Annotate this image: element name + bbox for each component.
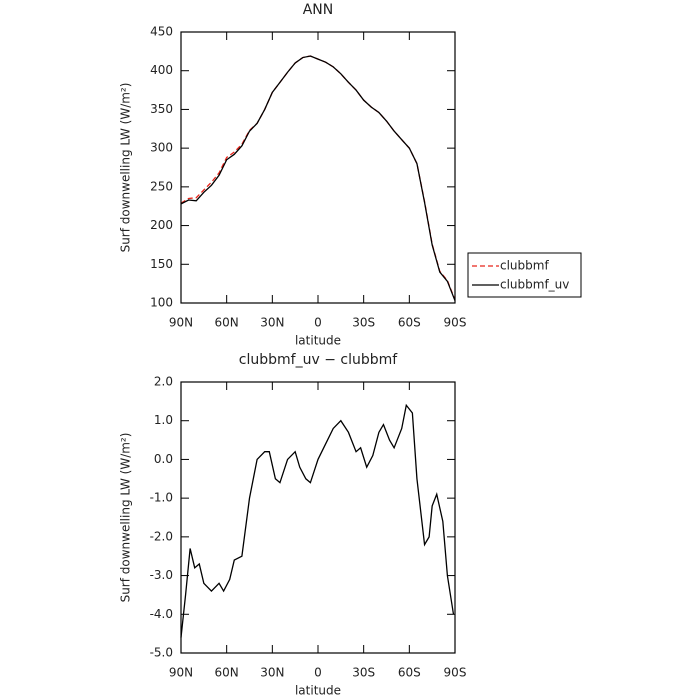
x-tick-label: 60N bbox=[215, 666, 239, 680]
y-tick-label: 150 bbox=[150, 257, 173, 271]
y-tick-label: -1.0 bbox=[150, 491, 173, 505]
x-tick-label: 30S bbox=[352, 316, 375, 330]
x-tick-label: 60N bbox=[215, 316, 239, 330]
x-tick-label: 30N bbox=[260, 316, 284, 330]
y-tick-label: -5.0 bbox=[150, 646, 173, 660]
x-tick-label: 60S bbox=[398, 316, 421, 330]
y-tick-label: 200 bbox=[150, 218, 173, 232]
plot-frame bbox=[180, 381, 456, 654]
y-tick-label: 2.0 bbox=[154, 375, 173, 389]
chart-title: clubbmf_uv − clubbmf bbox=[239, 352, 398, 368]
y-tick-label: 250 bbox=[150, 179, 173, 193]
x-tick-label: 90S bbox=[444, 316, 467, 330]
x-tick-label: 90N bbox=[169, 666, 193, 680]
y-tick-label: 100 bbox=[150, 296, 173, 310]
y-axis-label: Surf downwelling LW (W/m²) bbox=[119, 433, 133, 603]
legend-box bbox=[467, 252, 582, 298]
y-tick-label: 400 bbox=[150, 63, 173, 77]
y-tick-label: 450 bbox=[150, 25, 173, 39]
y-axis-label: Surf downwelling LW (W/m²) bbox=[119, 83, 133, 253]
chart-title: ANN bbox=[303, 2, 334, 18]
y-tick-label: 350 bbox=[150, 102, 173, 116]
plot-frame bbox=[180, 31, 456, 304]
y-tick-label: 300 bbox=[150, 141, 173, 155]
data-line bbox=[180, 55, 456, 301]
y-tick-label: -4.0 bbox=[150, 607, 173, 621]
x-tick-label: 90S bbox=[444, 666, 467, 680]
x-tick-label: 90N bbox=[169, 316, 193, 330]
data-line bbox=[180, 55, 456, 301]
y-tick-label: 0.0 bbox=[154, 452, 173, 466]
x-axis-label: latitude bbox=[295, 334, 341, 348]
y-tick-label: -3.0 bbox=[150, 568, 173, 582]
y-tick-label: -2.0 bbox=[150, 529, 173, 543]
legend-label: clubbmf_uv bbox=[500, 278, 569, 292]
x-tick-label: 0 bbox=[314, 666, 322, 680]
legend-label: clubbmf bbox=[500, 259, 549, 273]
x-axis-label: latitude bbox=[295, 684, 341, 698]
y-tick-label: 1.0 bbox=[154, 413, 173, 427]
x-tick-label: 30N bbox=[260, 666, 284, 680]
x-tick-label: 30S bbox=[352, 666, 375, 680]
x-tick-label: 0 bbox=[314, 316, 322, 330]
data-line bbox=[180, 403, 455, 638]
x-tick-label: 60S bbox=[398, 666, 421, 680]
